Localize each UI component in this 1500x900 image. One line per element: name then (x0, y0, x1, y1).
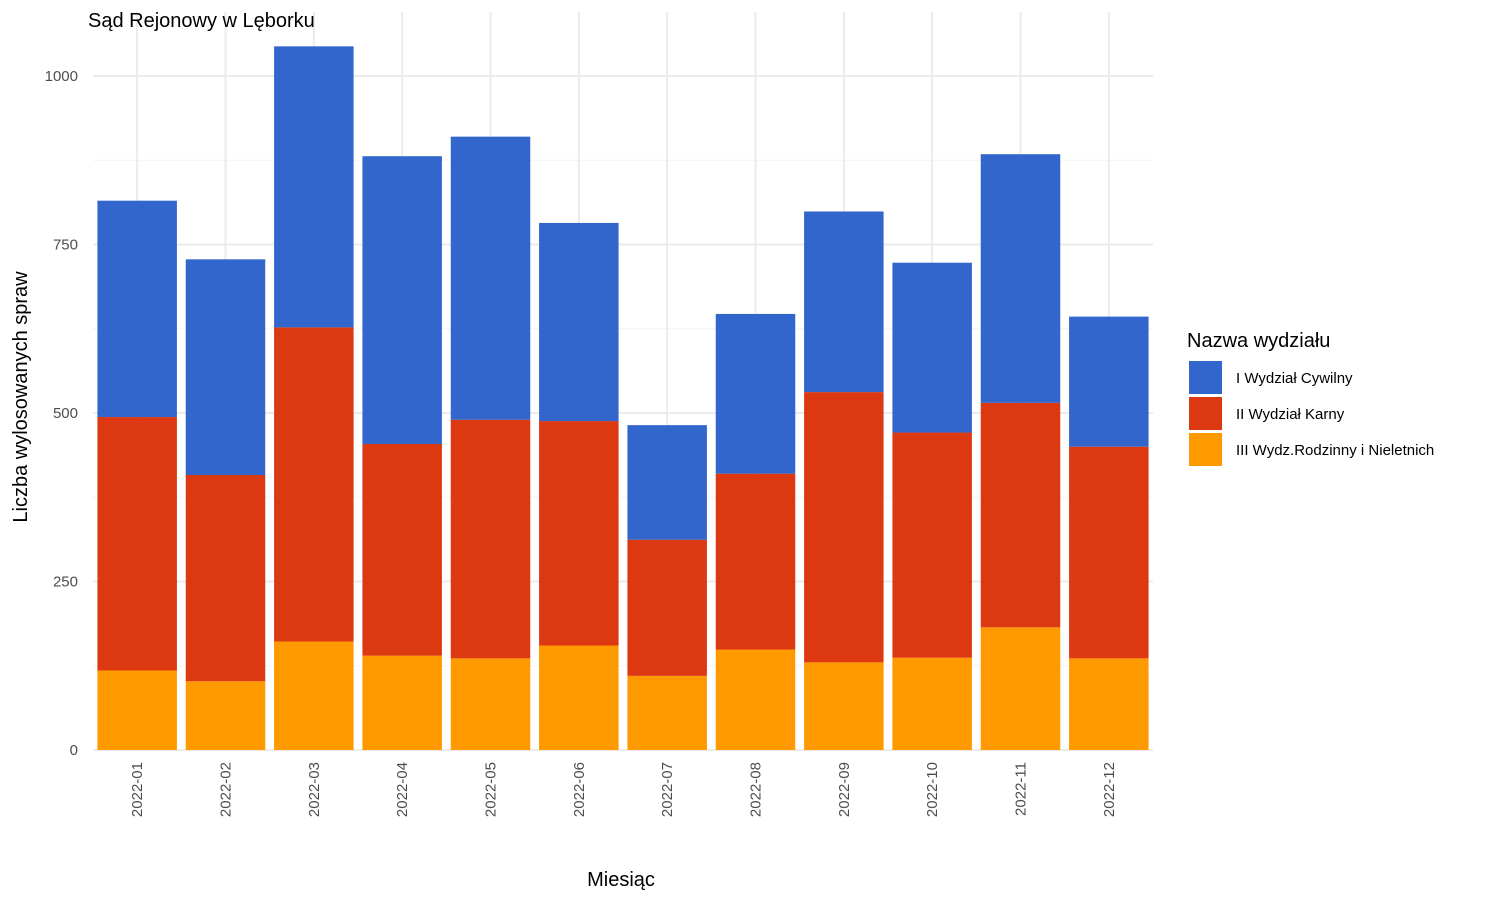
y-axis: 0 250 500 750 1000 (45, 68, 78, 759)
bar-segment (892, 432, 972, 658)
x-tick-label: 2022-09 (836, 762, 853, 817)
bar-segment (274, 641, 354, 750)
bar-segment (1069, 446, 1149, 659)
x-tick-label: 2022-11 (1013, 762, 1030, 816)
bar-segment (274, 46, 354, 328)
y-tick-label: 750 (53, 237, 78, 254)
legend-label: III Wydz.Rodzinny i Nieletnich (1236, 442, 1434, 459)
bar-segment (980, 154, 1061, 403)
bar-segment (274, 327, 354, 642)
bar-segment (715, 649, 796, 750)
y-tick-label: 1000 (45, 68, 78, 85)
legend: Nazwa wydziału I Wydział Cywilny II Wydzi… (1187, 330, 1434, 466)
x-axis: 2022-01 2022-02 2022-03 2022-04 2022-05 2022-… (129, 762, 1118, 817)
bar-segment (892, 657, 972, 750)
x-tick-label: 2022-04 (394, 762, 411, 817)
legend-label: II Wydział Karny (1236, 406, 1345, 423)
chart-title: Sąd Rejonowy w Lęborku (88, 10, 315, 32)
bar-segment (715, 313, 796, 474)
legend-swatch (1189, 433, 1222, 466)
bar-segment (804, 392, 884, 663)
bar-segment (97, 670, 177, 750)
bar-segment (539, 645, 619, 750)
bar-segment (539, 222, 619, 422)
bars (97, 46, 1149, 750)
bar-segment (804, 211, 884, 393)
bar-segment (362, 655, 442, 750)
bar-segment (627, 425, 707, 540)
x-tick-label: 2022-03 (306, 762, 323, 817)
legend-swatch (1189, 361, 1222, 394)
y-tick-label: 0 (70, 742, 78, 759)
legend-label: I Wydział Cywilny (1236, 370, 1353, 387)
bar-segment (539, 421, 619, 646)
bar-segment (627, 675, 707, 750)
x-tick-label: 2022-01 (129, 762, 146, 817)
x-tick-label: 2022-06 (571, 762, 588, 817)
bar-segment (97, 417, 177, 671)
bar-segment (185, 475, 266, 682)
x-tick-label: 2022-07 (659, 762, 676, 817)
bar-segment (450, 419, 531, 659)
bar-segment (1069, 658, 1149, 750)
bar-segment (185, 681, 266, 750)
x-tick-label: 2022-10 (924, 762, 941, 817)
x-tick-label: 2022-12 (1101, 762, 1118, 817)
y-tick-label: 250 (53, 574, 78, 591)
legend-title: Nazwa wydziału (1187, 330, 1330, 352)
bar-segment (1069, 316, 1149, 447)
bar-segment (804, 662, 884, 750)
bar-segment (627, 539, 707, 676)
bar-segment (980, 627, 1061, 750)
x-tick-label: 2022-05 (483, 762, 500, 817)
y-axis-title: Liczba wylosowanych spraw (10, 271, 32, 523)
bar-segment (450, 136, 531, 420)
bar-segment (185, 259, 266, 476)
bar-segment (715, 473, 796, 650)
bar-segment (362, 156, 442, 445)
y-tick-label: 500 (53, 405, 78, 422)
legend-swatch (1189, 397, 1222, 430)
bar-segment (892, 262, 972, 433)
x-tick-label: 2022-02 (218, 762, 235, 817)
bar-segment (97, 200, 177, 418)
x-tick-label: 2022-08 (748, 762, 765, 817)
x-axis-title: Miesiąc (587, 869, 655, 891)
bar-segment (362, 444, 442, 656)
bar-segment (980, 402, 1061, 628)
bar-segment (450, 658, 531, 750)
